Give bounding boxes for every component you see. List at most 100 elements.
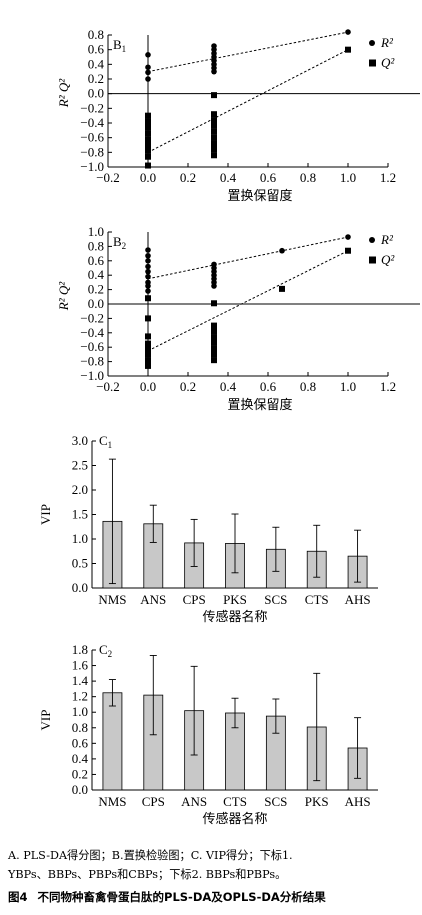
x-tick-label: −0.2: [96, 379, 120, 394]
r2-point: [345, 29, 351, 35]
y-axis-title: VIP: [38, 710, 53, 731]
x-tick-label: 0.4: [220, 379, 237, 394]
category-label: SCS: [264, 592, 287, 607]
y-tick-label: 1.5: [72, 507, 88, 522]
caption-line-2: YBPs、BBPs、PBPs和CBPs；下标2. BBPs和PBPs。: [8, 868, 287, 881]
legend-q2-marker: [369, 59, 376, 67]
y-tick-label: 0.8: [88, 27, 104, 42]
figure-number: 图4: [8, 890, 28, 904]
q2-point: [211, 140, 217, 147]
permutation-plot-b1: 0.80.60.40.20.0−0.2−0.4−0.6−0.8−1.0−0.2 0…: [56, 27, 420, 204]
r2-point: [211, 68, 217, 75]
r2-point: [145, 273, 151, 280]
q2-point: [211, 117, 217, 124]
panel-label: B2: [113, 234, 126, 251]
q2-point: [211, 134, 217, 141]
r2-point: [145, 258, 151, 264]
q2-point: [211, 357, 217, 364]
legend-r2-label: R²: [380, 35, 394, 50]
figure-caption: A. PLS-DA得分图；B.置换检验图；C. VIP得分；下标1. YBPs、…: [8, 846, 416, 884]
q2-point: [211, 111, 217, 118]
y-tick-label: −0.4: [80, 115, 104, 130]
category-label: ANS: [140, 592, 166, 607]
q2-point: [145, 357, 151, 364]
y-tick-label: 0.4: [88, 56, 105, 71]
q2-point: [211, 322, 217, 329]
x-tick-label: 0.8: [300, 170, 316, 185]
r2-point: [145, 252, 151, 259]
x-axis-title: 传感器名称: [202, 609, 267, 625]
q2-point: [211, 92, 217, 99]
r2-point: [345, 234, 351, 240]
category-label: CTS: [305, 592, 329, 607]
y-tick-label: −0.2: [80, 100, 104, 115]
q2-point: [145, 295, 151, 302]
figure-plots: 0.80.60.40.20.0−0.2−0.4−0.6−0.8−1.0−0.2 0…: [38, 27, 420, 827]
y-tick-label: 1.0: [88, 224, 104, 239]
x-tick-label: 0.8: [300, 379, 316, 394]
category-label: PKS: [223, 592, 247, 607]
q2-point: [145, 147, 151, 154]
legend-q2-label: Q²: [381, 252, 395, 267]
x-tick-label: 0.2: [180, 170, 196, 185]
q2-point: [211, 334, 217, 341]
q2-point: [145, 162, 151, 169]
category-label: CTS: [223, 794, 247, 809]
q2-point: [211, 152, 217, 159]
q2-point: [211, 122, 217, 129]
y-tick-label: 0.0: [72, 782, 88, 797]
y-tick-label: 1.6: [72, 658, 89, 673]
y-tick-label: 3.0: [72, 433, 88, 448]
legend-r2-marker: [369, 237, 375, 243]
q2-point: [145, 142, 151, 148]
q2-point: [145, 124, 151, 131]
regression-line: [147, 49, 349, 153]
regression-line: [147, 250, 349, 352]
y-tick-label: 0.2: [72, 766, 88, 781]
y-tick-label: 1.0: [72, 704, 88, 719]
y-tick-label: 2.5: [72, 458, 88, 473]
r2-point: [145, 52, 151, 58]
q2-point: [211, 300, 217, 307]
q2-point: [145, 112, 151, 119]
series-r2: R²: [145, 232, 394, 294]
q2-point: [211, 146, 217, 153]
category-label: AHS: [345, 794, 371, 809]
y-tick-label: −1.0: [80, 159, 104, 174]
y-tick-label: 0.4: [88, 267, 105, 282]
category-label: PKS: [305, 794, 329, 809]
y-axis-title: VIP: [38, 504, 53, 525]
vip-chart-c1: 3.0 2.5 2.0 1.5 1.0 0.5 0.0 NMS ANS CPS PKS SCS CTS A…: [38, 433, 378, 625]
panel-label: B1: [113, 37, 126, 54]
series-q2: Q²: [145, 46, 395, 169]
x-axis-title: 传感器名称: [202, 811, 267, 827]
series-q2: Q²: [145, 247, 395, 369]
y-tick-label: 0.0: [88, 296, 104, 311]
y-tick-label: 0.8: [88, 238, 104, 253]
r2-point: [145, 247, 151, 253]
series-r2: R²: [145, 29, 394, 82]
y-tick-label: −0.6: [80, 339, 104, 354]
r2-point: [279, 247, 285, 254]
y-tick-label: 0.0: [72, 580, 88, 595]
panel-label: C1: [99, 433, 112, 450]
y-tick-label: −0.4: [80, 325, 104, 340]
y-tick-label: 0.6: [72, 735, 89, 750]
y-tick-label: 0.2: [88, 71, 104, 86]
q2-point: [145, 136, 151, 143]
q2-point: [279, 285, 285, 292]
legend-r2-marker: [369, 40, 375, 46]
r2-point: [145, 268, 151, 275]
permutation-plot-b2: 1.00.80.60.40.20.0−0.2−0.4−0.6−0.8−1.0−0…: [56, 224, 420, 413]
category-label: CPS: [183, 592, 206, 607]
legend-q2-label: Q²: [381, 55, 395, 70]
regression-line: [147, 31, 349, 73]
y-tick-label: −0.2: [80, 310, 104, 325]
r2-point: [145, 288, 151, 294]
q2-point: [211, 328, 217, 335]
q2-point: [145, 315, 151, 322]
r2-point: [145, 263, 151, 270]
r2-point: [145, 283, 151, 289]
x-tick-label: 1.2: [380, 170, 396, 185]
y-tick-label: 2.0: [72, 482, 88, 497]
